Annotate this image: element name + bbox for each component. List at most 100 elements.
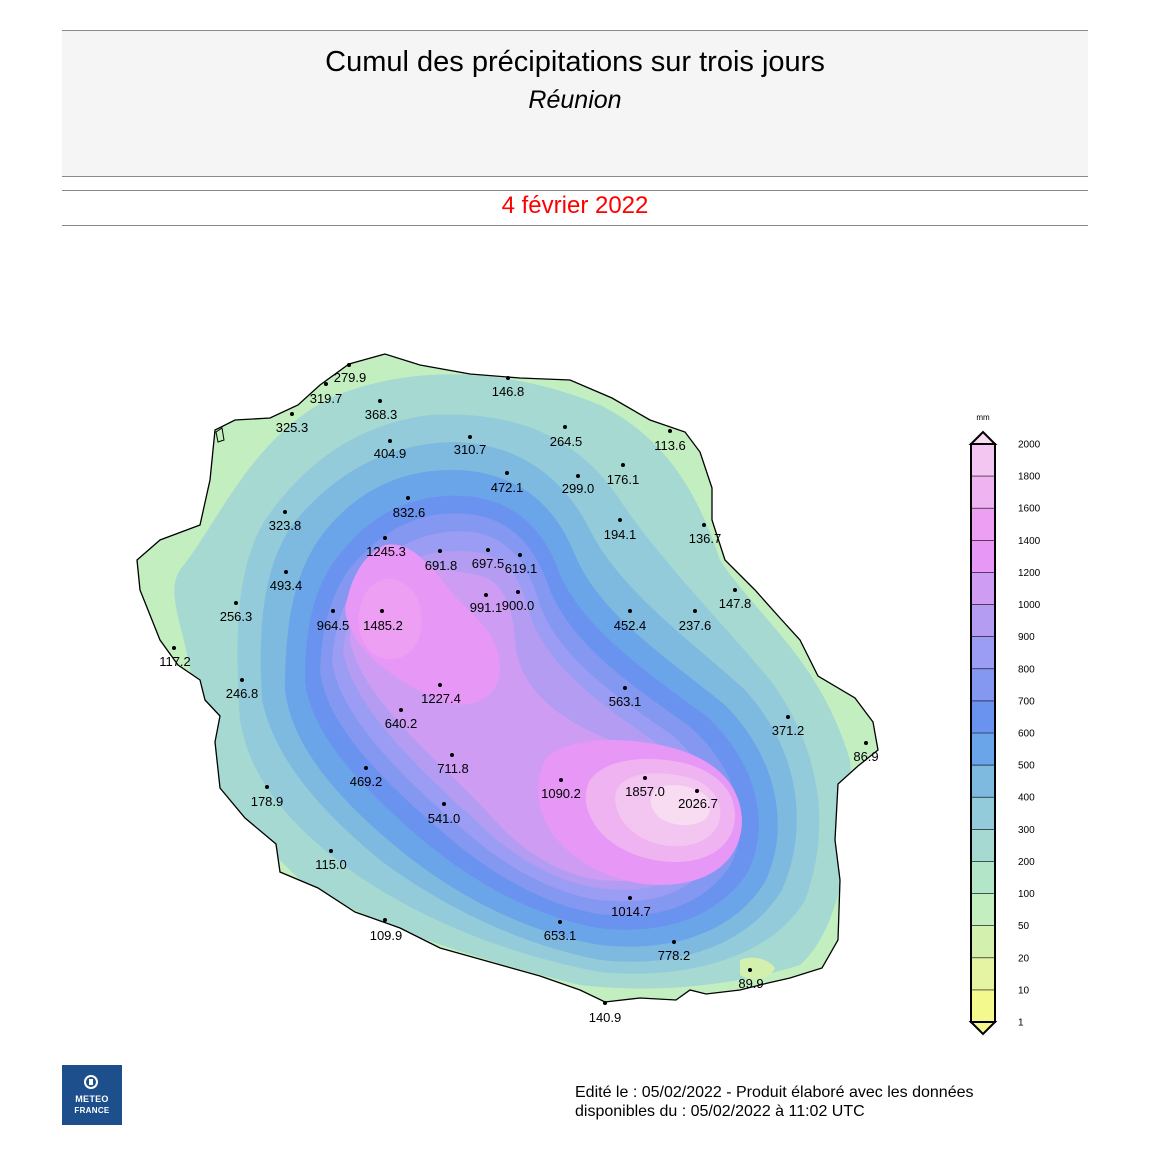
legend-level-label: 2000 [1018,440,1041,451]
header-panel: Cumul des précipitations sur trois jours… [62,30,1088,177]
station-value-label: 264.5 [550,434,583,449]
station-value-label: 1857.0 [625,784,665,799]
station-value-label: 619.1 [505,561,538,576]
station-value-label: 653.1 [544,928,577,943]
station-value-label: 991.1 [470,600,503,615]
station-value-label: 691.8 [425,558,458,573]
station-dot [518,553,522,557]
legend-level-label: 700 [1018,696,1035,707]
station-dot [563,425,567,429]
station-value-label: 86.9 [853,749,878,764]
station-value-label: 115.0 [315,857,347,872]
station-value-label: 832.6 [393,505,426,520]
station-dot [438,549,442,553]
station-dot [468,435,472,439]
station-value-label: 404.9 [374,446,407,461]
station-dot [486,548,490,552]
station-value-label: 2026.7 [678,796,718,811]
station-value-label: 541.0 [428,811,461,826]
station-value-label: 140.9 [589,1010,622,1025]
station-dot [668,429,672,433]
legend-level-label: 1200 [1018,568,1041,579]
field-band-2000 [650,785,711,826]
station-value-label: 299.0 [562,481,595,496]
station-value-label: 368.3 [365,407,398,422]
station-value-label: 178.9 [251,794,284,809]
footer-line1: Edité le : 05/02/2022 - Produit élaboré … [575,1084,974,1101]
station-value-label: 109.9 [370,928,403,943]
legend-level-label: 1000 [1018,600,1041,611]
station-dot [621,463,625,467]
legend-swatch [971,829,995,862]
station-dot [786,715,790,719]
station-dot [559,778,563,782]
station-value-label: 89.9 [738,976,763,991]
legend-top-arrow [968,430,998,445]
station-dot [234,601,238,605]
station-dot [172,646,176,650]
station-dot [618,518,622,522]
station-dot [702,523,706,527]
station-value-label: 136.7 [689,531,722,546]
map-date: 4 février 2022 [501,192,649,219]
station-value-label: 472.1 [491,480,524,495]
station-value-label: 310.7 [454,442,487,457]
station-dot [378,399,382,403]
legend-level-label: 600 [1018,729,1035,740]
station-value-label: 279.9 [334,370,367,385]
legend: mm 1 10 20 50 100 200 300 400 500 600 700 800 900 100… [968,413,1041,1036]
station-dot [442,802,446,806]
station-dot [324,382,328,386]
legend-swatch [971,604,995,638]
station-dot [506,376,510,380]
station-dot [558,920,562,924]
station-dot [695,789,699,793]
station-value-label: 237.6 [679,618,712,633]
station-dot [388,439,392,443]
station-dot [693,609,697,613]
legend-swatch [971,540,995,573]
station-value-label: 1090.2 [541,786,581,801]
station-value-label: 246.8 [226,686,259,701]
station-value-label: 778.2 [658,948,691,963]
legend-swatch [971,925,995,959]
station-dot [484,593,488,597]
station-value-label: 323.8 [269,518,302,533]
legend-swatch [971,668,995,702]
station-dot [347,363,351,367]
legend-level-label: 400 [1018,793,1035,804]
station-dot [399,708,403,712]
station-value-label: 711.8 [437,761,469,776]
station-dot [438,683,442,687]
station-dot [329,849,333,853]
legend-level-label: 800 [1018,664,1035,675]
logo-mark-icon [84,1075,98,1089]
station-value-label: 964.5 [317,618,350,633]
legend-bottom-arrow [968,1021,998,1036]
station-value-label: 319.7 [310,391,343,406]
station-dot [603,1001,607,1005]
station-dot [265,785,269,789]
legend-level-label: 900 [1018,632,1035,643]
legend-level-label: 500 [1018,761,1035,772]
station-dot [383,536,387,540]
field-band-1400-west [358,578,422,660]
map-subtitle: Réunion [528,86,622,114]
legend-swatch [971,700,995,734]
legend-swatch [971,476,995,509]
logo-text-line2: FRANCE [74,1106,110,1115]
station-dot [623,686,627,690]
station-dot [576,474,580,478]
rainfall-field [137,354,878,1002]
station-value-label: 900.0 [502,598,535,613]
station-dot [383,918,387,922]
field-local-dry-southeast [740,957,775,980]
date-band: 4 février 2022 [62,190,1088,226]
legend-color-bar [968,430,998,1036]
station-value-label: 1245.3 [366,544,406,559]
legend-level-label: 100 [1018,889,1035,900]
station-dot [364,766,368,770]
station-value-label: 256.3 [220,609,253,624]
station-value-label: 176.1 [607,472,640,487]
